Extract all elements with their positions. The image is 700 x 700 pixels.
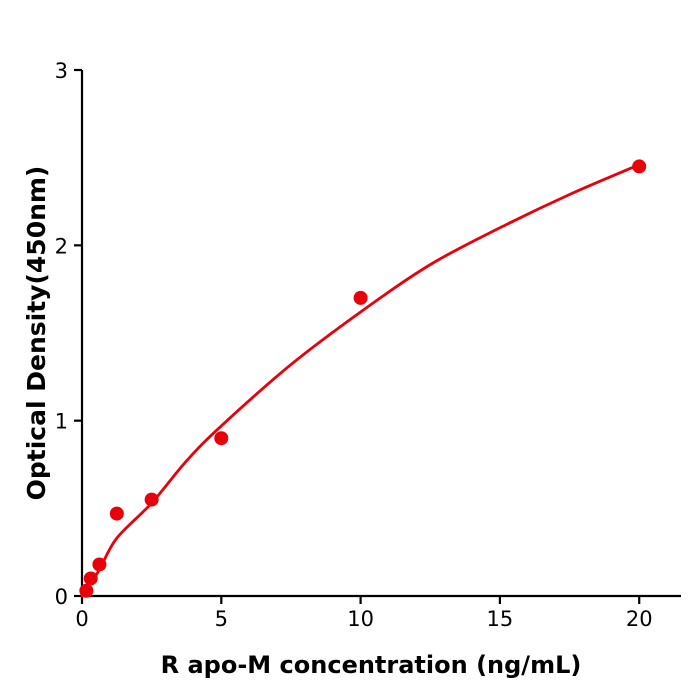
x-axis-title: R apo-M concentration (ng/mL): [161, 651, 582, 679]
x-axis-tick-label: 10: [347, 607, 374, 631]
y-axis-title: Optical Density(450nm): [22, 166, 51, 501]
data-point: [92, 557, 107, 572]
y-axis-tick-label: 1: [55, 410, 68, 434]
y-axis-tick-label: 3: [55, 59, 68, 83]
x-axis-tick-label: 0: [75, 607, 88, 631]
x-axis-tick-label: 20: [626, 607, 653, 631]
plot-layer: 0 5 10 15 20 0 1 2 3: [55, 59, 681, 631]
fit-curve-line: [80, 163, 641, 598]
data-point: [83, 571, 98, 586]
data-point: [109, 506, 124, 521]
data-point: [144, 492, 159, 507]
data-point: [79, 583, 94, 598]
y-axis-tick-label: 0: [55, 585, 68, 609]
x-axis-tick-label: 15: [487, 607, 514, 631]
y-axis-tick-label: 2: [55, 234, 68, 258]
data-point: [632, 159, 647, 174]
x-axis-tick-label: 5: [215, 607, 228, 631]
data-point: [214, 431, 229, 446]
data-point: [353, 290, 368, 305]
